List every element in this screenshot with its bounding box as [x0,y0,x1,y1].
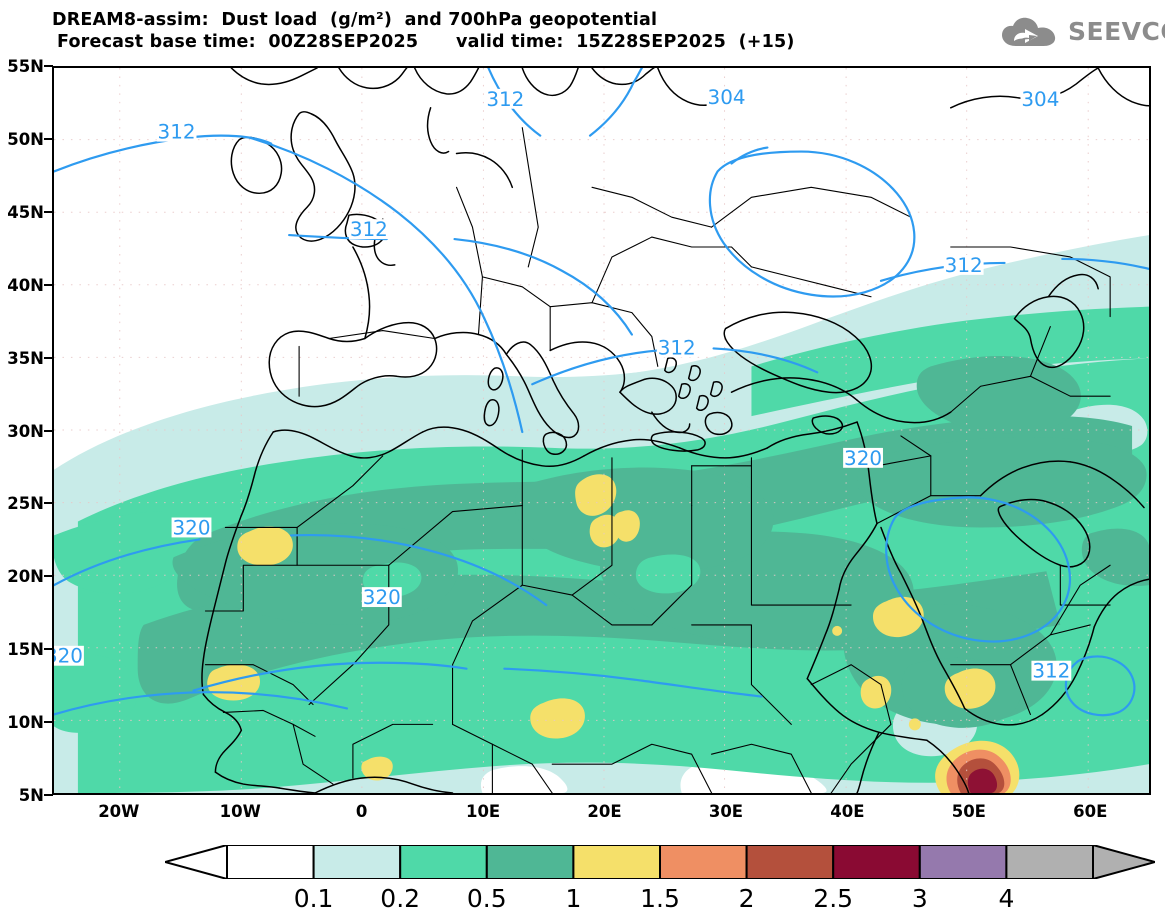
y-axis-label: 30N [7,421,44,441]
contour-label-bg [54,645,84,666]
forecast-time-subtitle: Forecast base time: 00Z28SEP2025 valid t… [57,32,795,52]
colorbar-tick-label: 3 [911,884,928,913]
contour-label: 320 [172,516,210,539]
contour-label: 312 [658,336,696,359]
y-axis-tick [44,137,53,140]
page-title: DREAM8-assim: Dust load (g/m²) and 700hP… [52,10,658,30]
colorbar-tick-label: 4 [998,884,1015,913]
y-axis-tick [44,575,53,578]
y-axis-tick [44,648,53,651]
header: DREAM8-assim: Dust load (g/m²) and 700hP… [0,0,1165,62]
y-axis-label: 40N [7,275,44,295]
dust-load-map: 312 312 304 304 312 312 312 320 320 320 320 312 [54,68,1149,793]
contour-label: 312 [158,121,196,144]
y-axis-tick [44,721,53,724]
colorbar-band [572,845,661,879]
y-axis-label: 25N [7,494,44,514]
colorbar-tick-label: 2 [738,884,755,913]
colorbar-band [918,845,1008,879]
y-axis-label: 15N [7,640,44,660]
contour-label-bg [485,88,526,109]
seevccc-logo: SEEVCCC [994,12,1165,54]
y-axis-label: 45N [7,202,44,222]
coastlines [201,68,1149,793]
colorbar-tick-label: 1.5 [640,884,680,913]
colorbar-band [312,845,402,879]
x-axis-label: 10W [219,802,261,821]
contour-label: 320 [844,447,882,470]
x-axis-label: 10E [465,802,501,821]
contour-label-bg [943,254,984,275]
contour-label: 312 [1032,660,1070,683]
y-axis-label: 10N [7,713,44,733]
y-axis-tick [44,794,53,796]
contour-label-bg [656,337,697,358]
colorbar-band [399,845,488,879]
y-axis-tick [44,65,53,67]
colorbar-tick-label: 0.5 [466,884,507,913]
y-axis-tick [44,283,53,286]
colorbar-tick-label: 0.1 [293,884,334,913]
contour-label: 312 [945,254,983,277]
colorbar-band [745,845,835,879]
contour-label-bg [1031,660,1072,681]
x-axis-label: 60E [1073,802,1108,821]
contour-label-bg [156,121,197,142]
contour-label: 312 [486,88,524,111]
y-axis-label: 50N [7,129,44,149]
x-axis-label: 20E [587,802,622,821]
contour-label: 304 [708,86,746,109]
colorbar-swatches [165,845,1155,879]
contour-label-bg [843,447,883,468]
colorbar-tick-label: 2.5 [813,884,854,913]
colorbar-tick-label: 1 [565,884,582,913]
contour-label: 304 [1021,88,1059,111]
colorbar-band [485,845,575,879]
y-axis-label: 20N [7,567,44,587]
y-axis-label: 55N [7,57,44,76]
colorbar-high-cap [1092,845,1155,879]
y-axis-label: 5N [18,786,44,805]
colorbar-band [226,845,315,879]
y-axis-tick [44,356,53,359]
colorbar-legend: 0.1 0.2 0.5 1 1.5 2 2.5 3 4 [0,840,1165,913]
contour-label-bg [361,587,402,608]
colorbar-low-cap [165,845,228,879]
colorbar-band [832,845,921,879]
colorbar-tick-label: 0.2 [380,884,421,913]
x-axis-label: 20W [98,802,140,821]
y-axis-tick [44,429,53,432]
contour-label-bg [1020,88,1061,109]
contour-value-labels: 312 312 304 304 312 312 312 320 320 320 320 312 [54,86,1072,683]
contour-label-bg [348,219,389,240]
y-axis-label: 35N [7,348,44,368]
y-axis-tick [44,502,53,505]
x-axis-label: 50E [951,802,986,821]
x-axis-label: 30E [708,802,744,821]
contour-label: 320 [363,586,401,609]
contour-label: 312 [350,218,388,241]
x-axis-label: 0 [355,802,368,821]
contour-label-bg [171,517,212,538]
cloud-arrow-icon [1002,17,1056,46]
map-plot-area[interactable]: 312 312 304 304 312 312 312 320 320 320 320 312 [52,66,1151,795]
colorbar-band [659,845,748,879]
contour-label-bg [706,86,747,107]
contour-label: 320 [54,645,83,668]
x-axis-label: 40E [830,802,865,821]
y-axis-tick [44,210,53,213]
logo-text: SEEVCCC [1068,17,1165,46]
colorbar-band [1005,845,1095,879]
